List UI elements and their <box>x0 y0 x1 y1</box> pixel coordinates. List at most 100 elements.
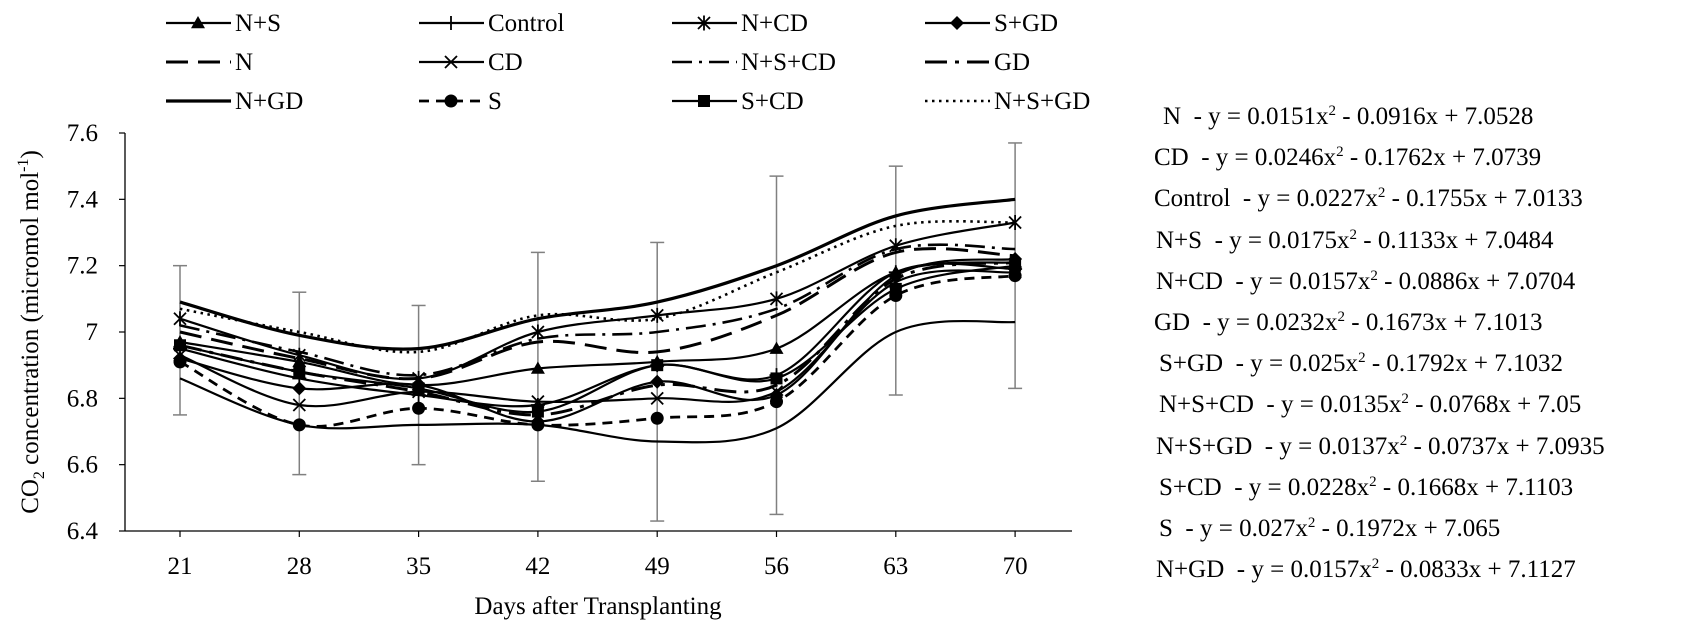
legend-label: GD <box>994 49 1030 76</box>
legend-label: N+CD <box>741 10 808 37</box>
equation-label: N+GD <box>1156 556 1225 584</box>
series-point-10 <box>174 339 186 352</box>
series-point-10 <box>412 382 425 395</box>
legend-marker <box>444 94 458 108</box>
equation-exponent: 2 <box>1369 473 1377 490</box>
legend-label: S+CD <box>741 88 804 115</box>
y-axis-label-sup: -1 <box>15 159 32 172</box>
equation-label: Control <box>1154 185 1231 213</box>
series-point-9 <box>292 418 306 432</box>
x-tick-label: 21 <box>168 553 193 580</box>
equation-row: GD - y = 0.0232x2 - 0.1673x + 7.1013 <box>1154 309 1543 336</box>
y-axis-label: CO2 concentration (micromol mol-1) <box>15 150 48 514</box>
x-tick-label: 63 <box>883 553 908 580</box>
equation-lhs: - y = 0.0175x <box>1202 226 1350 254</box>
legend-label: N+GD <box>235 88 303 115</box>
legend-marker <box>444 16 458 30</box>
legend-label: N <box>235 49 253 76</box>
equation-rhs: - 0.1673x + 7.1013 <box>1345 309 1543 336</box>
y-tick-label: 6.8 <box>67 385 98 412</box>
equation-label: N+S+CD <box>1159 391 1254 419</box>
legend-marker <box>697 15 711 31</box>
series-line-9 <box>179 274 1016 428</box>
y-tick-label: 6.4 <box>67 518 99 545</box>
equation-rhs: - 0.1133x + 7.0484 <box>1357 226 1554 254</box>
series-point-10 <box>1009 259 1022 272</box>
equation-rhs: - 0.0886x + 7.0704 <box>1377 267 1576 295</box>
equation-row: N+S+CD - y = 0.0135x2 - 0.0768x + 7.05 <box>1159 391 1582 419</box>
series-markers <box>173 215 1023 432</box>
axes: 6.4 6.6 6.8 7 7.2 7.4 7.6 21 28 35 42 49 56 63 70 Day… <box>15 120 1072 620</box>
equation-label: CD <box>1154 144 1189 172</box>
equation-lhs: - y = 0.0137x <box>1252 432 1400 460</box>
equation-rhs: - 0.1755x + 7.0133 <box>1385 185 1583 213</box>
equation-row: S - y = 0.027x2 - 0.1972x + 7.065 <box>1159 515 1501 542</box>
equation-row: Control - y = 0.0227x2 - 0.1755x + 7.013… <box>1154 185 1583 213</box>
equation-exponent: 2 <box>1370 267 1378 284</box>
x-tick-label: 49 <box>645 553 670 580</box>
legend-label: S <box>488 88 502 115</box>
series-point-9 <box>650 411 664 425</box>
series-point-5 <box>769 385 784 399</box>
series-line-10 <box>179 264 1016 414</box>
series-point-3 <box>650 374 665 389</box>
equation-label: N <box>1163 103 1182 130</box>
equation-exponent: 2 <box>1337 309 1346 325</box>
series-line-11 <box>179 219 1016 354</box>
equation-exponent: 2 <box>1401 391 1409 408</box>
equation-exponent: 2 <box>1307 515 1316 531</box>
legend: N+S Control N+CD S+GD N CD N+S+CD GD N+GD S S+CD N+… <box>166 10 1090 115</box>
series-point-0 <box>769 341 784 354</box>
series-point-2 <box>889 238 903 254</box>
series-line-12 <box>179 319 1016 444</box>
equation-row: N+CD - y = 0.0157x2 - 0.0886x + 7.0704 <box>1156 267 1576 295</box>
equation-rhs: - 0.1792x + 7.1032 <box>1365 350 1563 378</box>
equation-exponent: 2 <box>1336 144 1344 161</box>
series-point-9 <box>770 395 783 409</box>
equation-lhs: - y = 0.0151x <box>1181 103 1329 130</box>
equation-lhs: - y = 0.0246x <box>1188 144 1337 172</box>
x-tick-label: 70 <box>1003 553 1028 580</box>
series-line-6 <box>179 243 1016 377</box>
series-lines <box>179 197 1016 444</box>
equation-row: N+GD - y = 0.0157x2 - 0.0833x + 7.1127 <box>1156 556 1576 584</box>
legend-marker <box>191 16 205 29</box>
equation-lhs: - y = 0.0157x <box>1222 267 1371 295</box>
equation-lhs: - y = 0.0227x <box>1230 185 1378 213</box>
x-tick-label: 35 <box>406 553 431 580</box>
equation-label: N+S+GD <box>1156 432 1253 460</box>
equation-rhs: - 0.1762x + 7.0739 <box>1343 144 1542 172</box>
series-point-10 <box>531 405 544 418</box>
legend-label: Control <box>488 10 564 37</box>
y-axis-label-main: CO <box>17 479 44 514</box>
series-point-3 <box>292 381 307 396</box>
equation-lhs: - y = 0.025x <box>1223 350 1359 378</box>
legend-marker <box>950 16 964 30</box>
equation-rhs: - 0.0833x + 7.1127 <box>1379 556 1576 584</box>
series-point-9 <box>1008 269 1022 283</box>
series-line-1 <box>179 262 1016 408</box>
equation-label: GD <box>1154 309 1191 336</box>
series-line-4 <box>179 247 1016 381</box>
equation-rhs: - 0.0768x + 7.05 <box>1408 391 1582 419</box>
series-point-10 <box>293 365 306 378</box>
series-point-0 <box>530 361 545 374</box>
equation-exponent: 2 <box>1358 350 1366 367</box>
equation-rhs: - 0.1972x + 7.065 <box>1315 515 1501 542</box>
legend-label: CD <box>488 49 523 76</box>
y-tick-label: 7.6 <box>67 120 98 147</box>
y-axis-label-sub: 2 <box>31 471 48 479</box>
y-tick-label: 7.4 <box>67 186 99 213</box>
equation-rhs: - 0.0737x + 7.0935 <box>1407 432 1605 460</box>
series-point-10 <box>651 359 664 372</box>
equation-row: S+CD - y = 0.0228x2 - 0.1668x + 7.1103 <box>1159 473 1573 501</box>
legend-label: N+S+GD <box>994 88 1090 115</box>
legend-label: N+S+CD <box>741 49 836 76</box>
equation-lhs: - y = 0.0228x <box>1221 473 1370 501</box>
series-point-2 <box>531 324 545 340</box>
series-line-8 <box>179 197 1016 351</box>
series-point-9 <box>412 401 426 415</box>
x-tick-label: 56 <box>764 553 789 580</box>
series-point-9 <box>531 418 545 432</box>
equation-label: S+CD <box>1159 473 1222 501</box>
